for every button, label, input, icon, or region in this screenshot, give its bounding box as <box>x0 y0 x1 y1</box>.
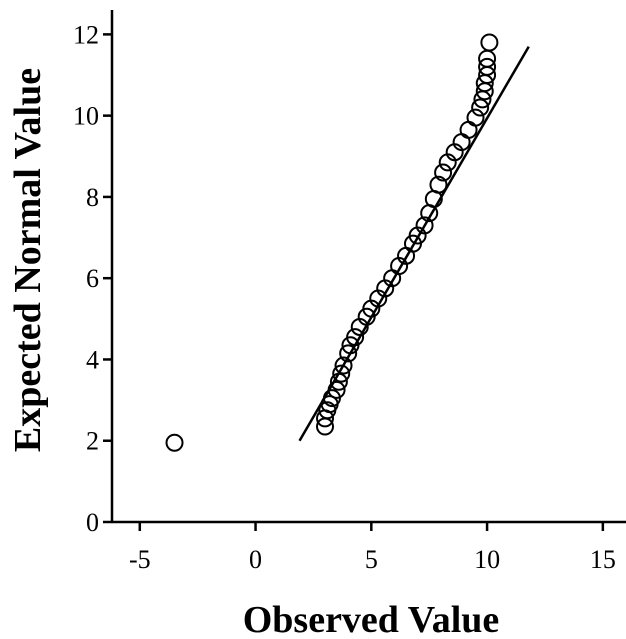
data-point <box>339 344 358 363</box>
axes <box>110 10 626 524</box>
y-axis-title: Expected Normal Value <box>7 68 49 452</box>
data-point <box>334 356 353 375</box>
data-point <box>466 108 485 127</box>
data-point <box>429 175 448 194</box>
data-point <box>471 98 490 117</box>
y-tick-label: 6 <box>86 264 99 293</box>
data-point <box>329 372 348 391</box>
y-tick-label: 12 <box>73 20 99 49</box>
data-point <box>478 57 497 76</box>
x-tick-label: 5 <box>365 545 378 574</box>
data-point <box>415 216 434 235</box>
y-tick-label: 2 <box>86 427 99 456</box>
data-point <box>480 33 499 52</box>
y-tick-label: 0 <box>86 508 99 537</box>
data-point <box>346 328 365 347</box>
x-axis-title: Observed Value <box>243 599 500 639</box>
data-point <box>327 380 346 399</box>
data-points <box>165 33 499 452</box>
data-point <box>165 433 184 452</box>
x-tick-label: 10 <box>474 545 500 574</box>
data-point <box>332 364 351 383</box>
ticks: -5 0 5 10 15 0 2 4 6 8 10 12 <box>73 20 616 574</box>
y-tick-label: 10 <box>73 102 99 131</box>
data-point <box>434 163 453 182</box>
x-tick-label: 15 <box>590 545 616 574</box>
y-tick-label: 8 <box>86 183 99 212</box>
data-point <box>459 120 478 139</box>
y-tick-label: 4 <box>86 345 99 374</box>
x-tick-label: -5 <box>129 545 151 574</box>
x-tick-label: 0 <box>249 545 262 574</box>
